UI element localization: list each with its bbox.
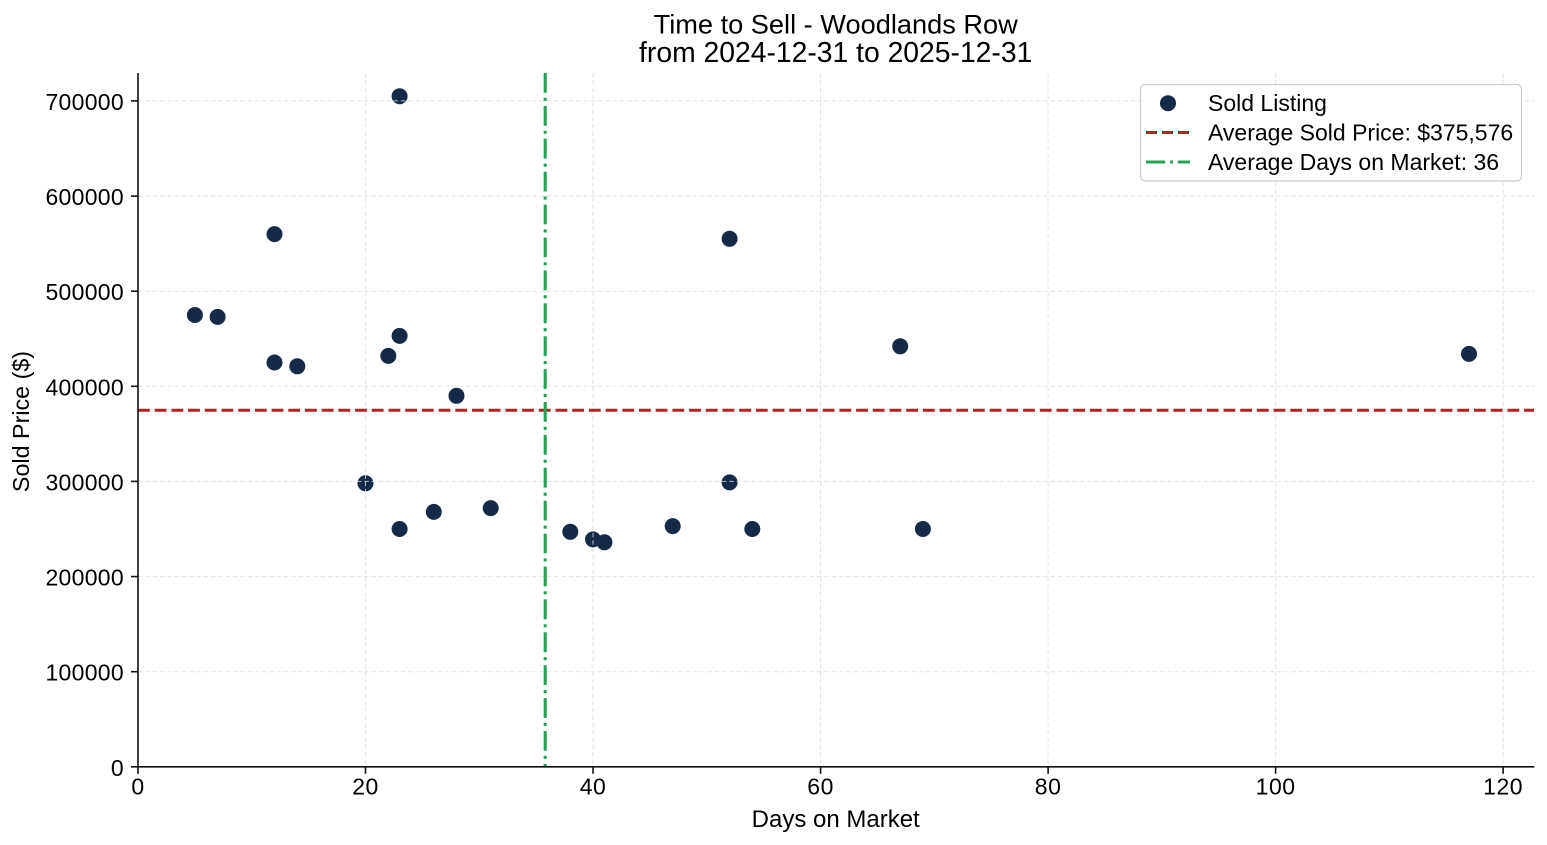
- svg-text:from 2024-12-31 to 2025-12-31: from 2024-12-31 to 2025-12-31: [639, 36, 1032, 68]
- svg-text:100: 100: [1256, 774, 1296, 800]
- svg-text:Time to Sell - Woodlands Row: Time to Sell - Woodlands Row: [654, 9, 1019, 40]
- svg-text:500000: 500000: [45, 279, 124, 305]
- svg-text:Sold Listing: Sold Listing: [1208, 90, 1327, 116]
- svg-text:300000: 300000: [45, 469, 124, 495]
- svg-text:Average Sold Price: $375,576: Average Sold Price: $375,576: [1208, 120, 1513, 146]
- svg-text:400000: 400000: [45, 374, 124, 400]
- svg-text:200000: 200000: [45, 565, 124, 591]
- svg-text:700000: 700000: [45, 89, 124, 115]
- svg-text:Days on Market: Days on Market: [752, 806, 920, 833]
- svg-text:0: 0: [131, 774, 144, 800]
- svg-text:600000: 600000: [45, 184, 124, 210]
- svg-text:100000: 100000: [45, 660, 124, 686]
- svg-text:Average Days on Market: 36: Average Days on Market: 36: [1208, 149, 1499, 175]
- svg-text:60: 60: [807, 774, 834, 800]
- svg-text:120: 120: [1483, 774, 1523, 800]
- svg-text:0: 0: [111, 755, 124, 781]
- svg-text:20: 20: [352, 774, 379, 800]
- svg-text:Sold Price ($): Sold Price ($): [8, 351, 34, 492]
- svg-text:80: 80: [1035, 774, 1062, 800]
- svg-text:40: 40: [580, 774, 607, 800]
